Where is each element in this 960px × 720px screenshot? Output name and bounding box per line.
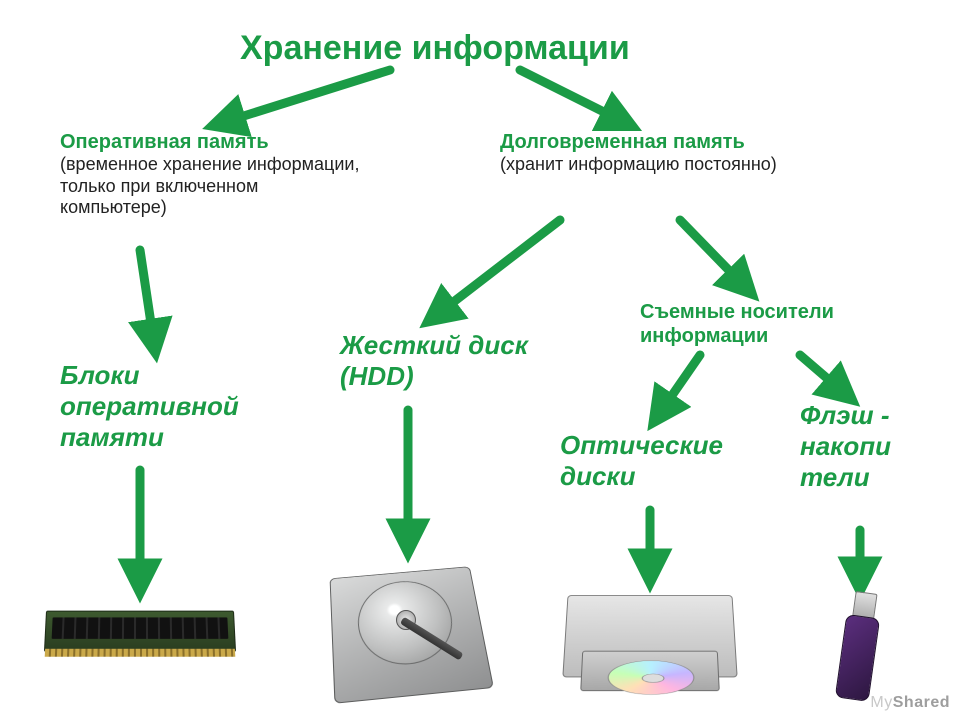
node-root-title: Хранение информации — [240, 29, 630, 67]
arrow-longterm-to-removable — [680, 220, 750, 292]
node-removable: Съемные носители информации — [640, 300, 920, 348]
node-ram: Оперативная память(временное хранение ин… — [60, 130, 360, 219]
arrow-removable-to-flash — [800, 355, 850, 398]
node-root: Хранение информации — [240, 28, 720, 69]
node-longterm-title: Долговременная память — [500, 131, 745, 153]
watermark-part1: My — [870, 694, 892, 711]
watermark-part2: Shared — [893, 694, 950, 711]
usb-flash-icon — [838, 592, 880, 702]
node-hdd-title: Жесткий диск (HDD) — [340, 330, 528, 391]
arrow-root-to-ram — [215, 70, 390, 125]
node-optical: Оптические диски — [560, 430, 770, 492]
node-flash-title: Флэш - накопи тели — [800, 400, 891, 492]
node-optical-title: Оптические диски — [560, 430, 723, 491]
node-ram-subtitle: (временное хранение информации, только п… — [60, 154, 360, 219]
watermark: MyShared — [870, 694, 950, 712]
hard-drive-icon — [332, 560, 482, 700]
node-longterm-subtitle: (хранит информацию постоянно) — [500, 154, 840, 176]
ram-module-icon — [45, 610, 235, 652]
node-flash: Флэш - накопи тели — [800, 400, 950, 494]
optical-drive-icon — [565, 590, 735, 680]
node-ram_blocks: Блоки оперативной памяти — [60, 360, 290, 454]
arrow-ram-to-ram_blocks — [140, 250, 155, 350]
node-ram_blocks-title: Блоки оперативной памяти — [60, 360, 239, 452]
arrow-root-to-longterm — [520, 70, 630, 125]
node-longterm: Долговременная память(хранит информацию … — [500, 130, 840, 176]
arrow-removable-to-optical — [655, 355, 700, 420]
node-ram-title: Оперативная память — [60, 131, 269, 153]
arrow-longterm-to-hdd — [430, 220, 560, 320]
node-removable-title: Съемные носители информации — [640, 301, 834, 347]
node-hdd: Жесткий диск (HDD) — [340, 330, 550, 392]
